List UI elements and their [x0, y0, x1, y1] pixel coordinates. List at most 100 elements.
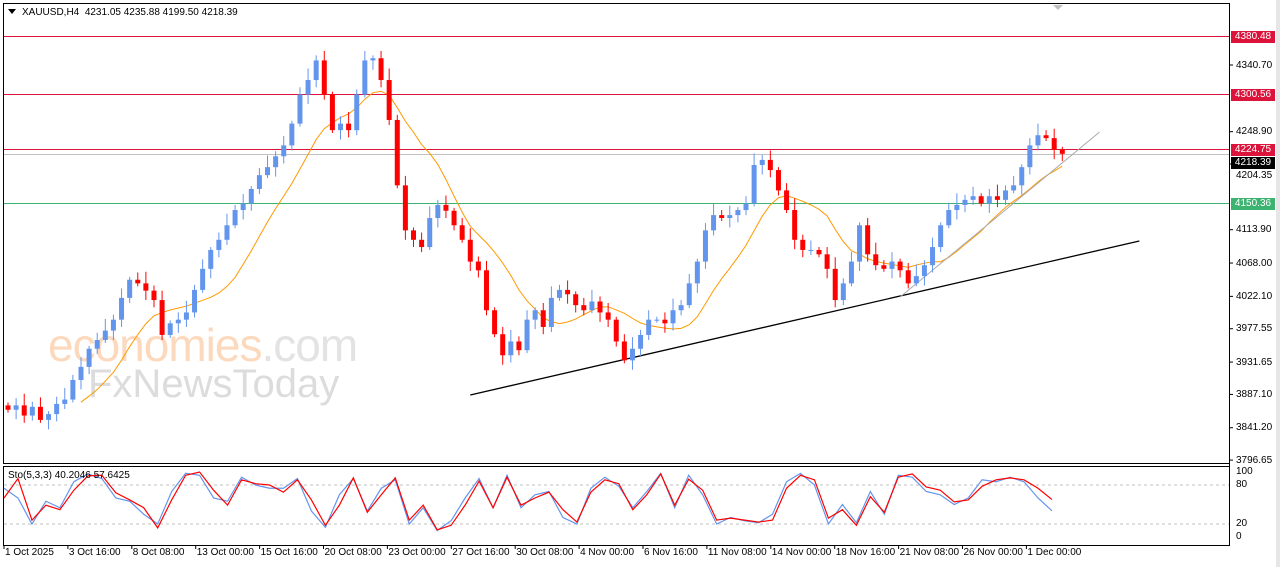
- candle-bullish: [857, 225, 863, 262]
- stochastic-panel-border: [3, 466, 1230, 546]
- candle-bullish: [848, 261, 854, 284]
- candle-bearish: [516, 341, 522, 351]
- candle-bullish: [208, 249, 214, 269]
- candle-bullish: [532, 310, 538, 320]
- candle-bearish: [800, 239, 806, 250]
- candle-bullish: [670, 310, 676, 324]
- candle-bullish: [313, 60, 319, 81]
- candle-bullish: [200, 268, 206, 290]
- candle-bearish: [151, 290, 157, 301]
- candle-bullish: [711, 215, 717, 231]
- candle-bearish: [865, 225, 871, 255]
- candle-bullish: [524, 319, 530, 351]
- candle-bullish: [889, 261, 895, 269]
- y-tick-label: 3796.65: [1236, 454, 1273, 466]
- candle-bullish: [1003, 190, 1009, 200]
- candle-bearish: [159, 300, 165, 335]
- candle-bullish: [694, 261, 700, 284]
- candle-bullish: [808, 249, 814, 251]
- x-tick-label: 4 Nov 00:00: [580, 547, 635, 558]
- candle-bullish: [556, 289, 562, 298]
- candle-bearish: [329, 94, 335, 131]
- y-tick-label: 4068.00: [1236, 257, 1273, 269]
- candle-bullish: [435, 204, 441, 219]
- candle-bullish: [127, 279, 133, 298]
- x-tick-label: 30 Oct 08:00: [516, 547, 574, 558]
- candle-bearish: [832, 268, 838, 301]
- main-chart-border: [3, 3, 1230, 464]
- candle-bearish: [897, 261, 903, 271]
- candle-bullish: [970, 196, 976, 200]
- moving-average-line: [80, 90, 1063, 403]
- candle-bullish: [1011, 185, 1017, 191]
- candle-bullish: [216, 239, 222, 250]
- y-tick-label: 3977.55: [1236, 323, 1273, 335]
- candle-bullish: [183, 312, 189, 320]
- stochastic-label: Sto(5,3,3) 40.2046 57.6425: [8, 470, 130, 481]
- candle-bullish: [46, 414, 52, 420]
- candle-bearish: [386, 80, 392, 120]
- candle-bearish: [994, 196, 1000, 200]
- x-tick-label: 8 Oct 08:00: [132, 547, 185, 558]
- candle-bullish: [70, 379, 76, 400]
- candle-bearish: [419, 239, 425, 248]
- price-tag-bid: 4218.39: [1231, 156, 1275, 169]
- y-tick-label: 3887.10: [1236, 388, 1273, 400]
- dropdown-triangle-icon[interactable]: [8, 9, 16, 14]
- y-tick-label: 3841.20: [1236, 422, 1273, 434]
- candle-bullish: [248, 188, 254, 204]
- x-tick-label: 11 Nov 08:00: [707, 547, 767, 558]
- x-tick-label: 6 Nov 16:00: [644, 547, 698, 558]
- y-tick-label: 4204.35: [1236, 169, 1273, 181]
- x-tick-label: 1 Dec 00:00: [1027, 547, 1082, 558]
- candle-bullish: [702, 230, 708, 262]
- x-tick-label: 13 Oct 00:00: [196, 547, 254, 558]
- price-tag-support: 4150.36: [1231, 197, 1275, 210]
- candle-bullish: [508, 341, 514, 356]
- candle-bullish: [1027, 145, 1033, 168]
- candle-bearish: [451, 210, 457, 226]
- candle-bearish: [816, 249, 822, 255]
- candle-bearish: [411, 230, 416, 240]
- price-tag-resistance: 4380.48: [1231, 30, 1275, 43]
- candle-bearish: [492, 310, 498, 335]
- candle-bearish: [662, 319, 668, 324]
- x-tick-label: 15 Oct 16:00: [260, 547, 318, 558]
- watermark-fxnewstoday-logo: FxNewsToday: [88, 362, 340, 406]
- price-tag-resistance: 4300.56: [1231, 88, 1275, 101]
- y-tick-label: 4022.10: [1236, 290, 1273, 302]
- candle-bullish: [1019, 167, 1025, 186]
- candle-bullish: [938, 225, 944, 248]
- y-tick-label: 4113.90: [1236, 224, 1272, 236]
- ohlc-readout: 4231.05 4235.88 4199.50 4218.39: [84, 7, 238, 18]
- candle-bullish: [29, 406, 35, 416]
- candle-bearish: [1043, 135, 1049, 139]
- candle-bullish: [629, 348, 635, 361]
- candle-bearish: [37, 406, 43, 420]
- x-tick-label: 26 Nov 00:00: [963, 547, 1024, 558]
- candle-bullish: [175, 319, 181, 324]
- candle-bullish: [759, 159, 765, 165]
- candle-bullish: [13, 405, 19, 410]
- candle-bearish: [775, 170, 781, 191]
- candle-bullish: [110, 319, 116, 331]
- candle-bullish: [119, 297, 125, 320]
- candle-bullish: [986, 196, 992, 204]
- candle-bullish: [265, 167, 271, 176]
- chart-title: XAUUSD,H4 4231.05 4235.88 4199.50 4218.3…: [8, 7, 238, 18]
- candle-bullish: [240, 203, 246, 211]
- x-tick-label: 18 Nov 16:00: [835, 547, 896, 558]
- x-tick-label: 21 Nov 08:00: [899, 547, 960, 558]
- candle-bullish: [338, 123, 344, 131]
- candle-bullish: [78, 366, 84, 380]
- candle-bearish: [500, 334, 506, 356]
- stochastic-signal-line: [3, 471, 1053, 531]
- candle-bearish: [565, 289, 571, 295]
- watermark-domain: .com: [261, 319, 358, 371]
- candle-bullish: [62, 399, 68, 404]
- candle-bullish: [94, 340, 100, 349]
- candle-bullish: [256, 175, 262, 189]
- candle-bearish: [378, 58, 384, 81]
- candle-bearish: [613, 319, 619, 342]
